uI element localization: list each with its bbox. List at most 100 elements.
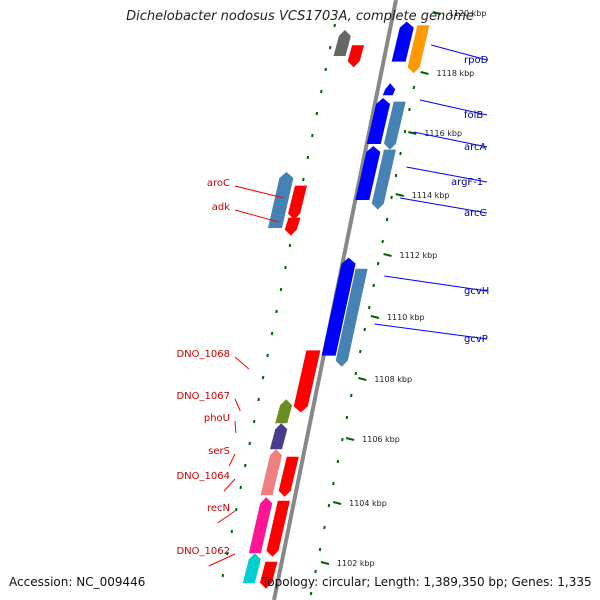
tick-mark — [395, 193, 404, 197]
tick-mark — [320, 561, 330, 565]
gc-dots-inner — [252, 419, 256, 424]
gc-dots-outer — [394, 173, 398, 178]
tick-label: 1110 kbp — [387, 313, 425, 322]
gc-dots-outer — [367, 305, 371, 310]
label-leader — [234, 185, 284, 199]
tick-label: 1120 kbp — [449, 9, 487, 18]
gene-label-arcA: arcA — [464, 142, 487, 153]
gene-label-gcvH: gcvH — [464, 286, 489, 297]
gc-dots-outer — [314, 569, 317, 574]
gene-gcvP — [335, 268, 368, 367]
gene-DNO_1068 — [293, 350, 321, 413]
tick-mark — [383, 253, 392, 257]
gc-dots-outer — [399, 151, 402, 156]
label-leader — [413, 131, 488, 148]
map-title: Dichelobacter nodosus VCS1703A, complete… — [126, 9, 474, 24]
gc-dots-inner — [226, 551, 229, 556]
tick-label: 1104 kbp — [349, 499, 387, 508]
gene-arcA — [366, 98, 391, 144]
gc-dots-outer — [323, 525, 326, 530]
gc-dots-inner — [221, 573, 225, 578]
gene-label-serS: serS — [208, 446, 230, 457]
gene-argF — [355, 146, 381, 200]
tick-label: 1106 kbp — [362, 435, 400, 444]
gene-label-adk: adk — [212, 202, 230, 213]
gene-DNO_1062 — [242, 553, 261, 584]
label-leader — [400, 197, 488, 214]
tick-label: 1112 kbp — [400, 251, 438, 260]
gene-aroC — [267, 172, 294, 228]
gc-dots-outer — [403, 129, 407, 134]
label-leader — [234, 356, 250, 370]
gc-dots-outer — [408, 107, 411, 112]
topology-label: Topology: circular; Length: 1,389,350 bp… — [262, 575, 592, 589]
gene-label-recN: recN — [207, 503, 230, 514]
label-leader — [217, 510, 236, 524]
gc-dots-outer — [412, 85, 416, 90]
tick-label: 1102 kbp — [337, 559, 375, 568]
tick-mark — [408, 131, 417, 135]
gc-dots-inner — [257, 397, 260, 402]
tick-mark — [358, 377, 367, 381]
gc-dots-inner — [302, 177, 305, 182]
accession-label: Accession: NC_009446 — [9, 575, 146, 589]
gc-dots-inner — [319, 89, 323, 94]
gene-arcC — [371, 149, 396, 210]
gene-serS-fwd — [278, 456, 299, 497]
gc-dots-outer — [354, 371, 358, 376]
gc-dots-outer — [327, 503, 331, 508]
gene-misc-gray — [333, 30, 351, 56]
gc-dots-inner — [243, 463, 247, 468]
gc-dots-inner — [261, 375, 265, 380]
gc-dots-outer — [332, 481, 335, 486]
gc-dots-inner — [315, 111, 319, 116]
tick-label: 1114 kbp — [412, 191, 450, 200]
gene-label-DNO_1068: DNO_1068 — [176, 349, 230, 360]
gc-dots-inner — [275, 309, 278, 314]
gc-dots-inner — [248, 441, 251, 446]
gc-dots-outer — [376, 261, 380, 266]
gc-dots-outer — [345, 415, 349, 420]
gc-dots-inner — [284, 265, 287, 270]
tick-mark — [370, 315, 380, 319]
gc-dots-inner — [270, 331, 274, 336]
gene-label-gcvP: gcvP — [464, 334, 488, 345]
gene-label-aroC: aroC — [207, 178, 230, 189]
gc-dots-inner — [311, 133, 314, 138]
tick-label: 1118 kbp — [437, 69, 475, 78]
gene-rpoD — [391, 21, 414, 62]
label-leader — [234, 209, 279, 223]
gc-dots-outer — [363, 327, 367, 332]
gene-misc-red — [347, 45, 365, 68]
gc-dots-inner — [288, 243, 292, 248]
gene-rpoD-alt — [407, 25, 430, 74]
gene-label-DNO_1067: DNO_1067 — [176, 391, 230, 402]
gc-dots-inner — [333, 23, 336, 28]
label-leader — [406, 166, 488, 183]
tick-mark — [420, 71, 429, 75]
gene-recN-fwd — [266, 500, 290, 557]
gene-label-DNO_1062: DNO_1062 — [176, 546, 230, 557]
gc-dots-inner — [328, 45, 332, 50]
gc-dots-outer — [372, 283, 375, 288]
label-leader — [431, 44, 488, 61]
gc-dots-outer — [390, 195, 393, 200]
gene-label-phoU: phoU — [204, 413, 230, 424]
gc-dots-inner — [306, 155, 310, 160]
gc-dots-inner — [230, 529, 234, 534]
gc-dots-outer — [381, 239, 384, 244]
gene-label-folB: folB — [464, 110, 483, 121]
gc-dots-outer — [341, 437, 344, 442]
gene-arcA-alt — [383, 101, 406, 150]
tick-mark — [432, 11, 441, 15]
gc-dots-outer — [318, 547, 322, 552]
gene-label-DNO_1064: DNO_1064 — [176, 471, 230, 482]
gc-dots-inner — [235, 507, 238, 512]
gc-dots-outer — [385, 217, 389, 222]
gene-label-argF-1: argF-1 — [451, 177, 483, 188]
gene-DNO_1062-fwd — [259, 561, 278, 589]
gene-phoU — [269, 423, 288, 450]
gc-dots-inner — [279, 287, 283, 292]
label-leader — [228, 453, 236, 467]
